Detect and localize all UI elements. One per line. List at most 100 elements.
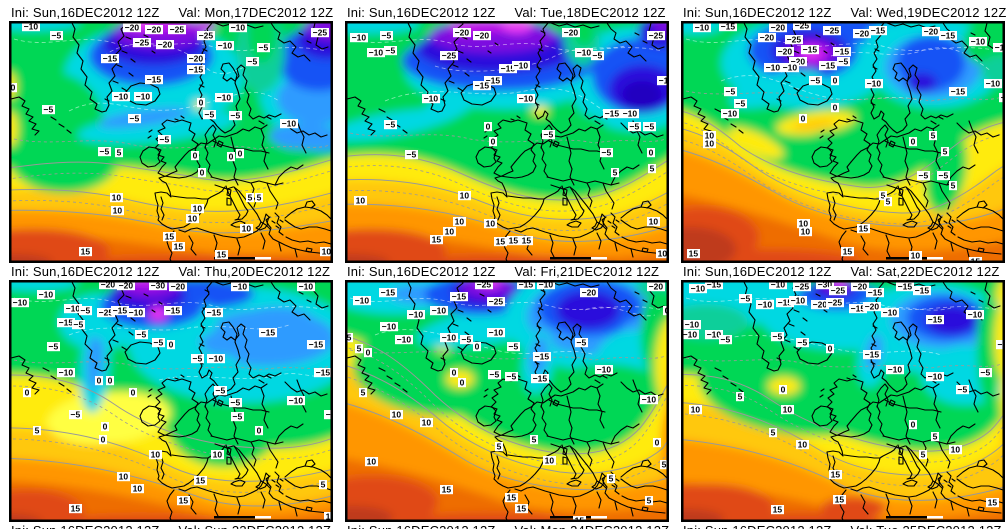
svg-text:−10: −10: [136, 92, 151, 102]
svg-text:−10: −10: [397, 335, 412, 345]
svg-text:−10: −10: [577, 48, 592, 58]
svg-text:0: 0: [169, 340, 174, 350]
svg-text:−15: −15: [928, 315, 943, 325]
svg-text:−20: −20: [125, 23, 140, 33]
svg-text:−15: −15: [381, 288, 396, 298]
svg-text:−10: −10: [233, 282, 248, 292]
svg-text:−10: −10: [968, 310, 983, 320]
svg-text:15: 15: [179, 496, 189, 506]
svg-text:−5: −5: [741, 294, 751, 304]
svg-text:10: 10: [113, 206, 123, 216]
svg-text:−20: −20: [853, 282, 868, 292]
svg-text:−25: −25: [825, 26, 840, 36]
svg-text:10: 10: [460, 191, 470, 201]
svg-text:15: 15: [432, 235, 442, 245]
svg-text:15: 15: [174, 242, 184, 252]
svg-text:0: 0: [655, 438, 660, 448]
svg-text:15: 15: [217, 250, 227, 260]
svg-text:−5: −5: [100, 147, 110, 157]
svg-text:−10: −10: [539, 280, 554, 290]
svg-text:0: 0: [833, 76, 838, 86]
svg-text:−20: −20: [475, 31, 490, 41]
svg-text:−5: −5: [407, 150, 417, 160]
svg-text:−10: −10: [299, 282, 314, 292]
svg-text:−15: −15: [103, 54, 118, 64]
svg-text:−15: −15: [501, 64, 516, 74]
svg-text:5: 5: [738, 392, 743, 402]
svg-text:−10: −10: [432, 306, 447, 316]
svg-text:−15: −15: [915, 286, 930, 296]
svg-text:−10: −10: [39, 290, 54, 300]
svg-text:−5: −5: [49, 342, 59, 352]
svg-text:10: 10: [422, 418, 432, 428]
svg-text:15: 15: [196, 476, 206, 486]
svg-text:−10: −10: [642, 395, 657, 405]
svg-text:−10: −10: [24, 22, 39, 32]
svg-text:−25: −25: [170, 25, 185, 35]
svg-text:5: 5: [532, 435, 537, 445]
svg-text:−10: −10: [758, 300, 773, 310]
svg-text:−20: −20: [760, 33, 775, 43]
svg-text:5: 5: [248, 193, 253, 203]
svg-text:−15: −15: [535, 352, 550, 362]
svg-text:10: 10: [911, 251, 921, 261]
svg-text:−10: −10: [382, 322, 397, 332]
svg-text:5: 5: [881, 191, 886, 201]
svg-text:−5: −5: [490, 370, 500, 380]
svg-text:−5: −5: [630, 122, 640, 132]
svg-text:10: 10: [486, 219, 496, 229]
svg-text:−5: −5: [74, 320, 84, 330]
svg-text:−5: −5: [544, 130, 554, 140]
svg-text:−15: −15: [951, 87, 966, 97]
svg-text:0: 0: [238, 149, 243, 159]
svg-text:−25: −25: [649, 31, 664, 41]
svg-text:10: 10: [119, 472, 129, 482]
svg-text:−5: −5: [386, 46, 396, 56]
svg-text:−10: −10: [971, 37, 986, 47]
svg-text:−10: −10: [986, 79, 1001, 89]
svg-text:10: 10: [326, 512, 333, 522]
svg-text:−25: −25: [477, 280, 492, 290]
svg-text:−10: −10: [218, 41, 233, 51]
svg-text:−10: −10: [59, 368, 74, 378]
svg-text:−10: −10: [867, 79, 882, 89]
svg-text:−5: −5: [958, 385, 968, 395]
svg-text:−15: −15: [166, 306, 181, 316]
svg-text:5: 5: [361, 388, 366, 398]
svg-text:−5: −5: [577, 338, 587, 348]
svg-text:−5: −5: [981, 368, 991, 378]
svg-text:−20: −20: [778, 47, 793, 57]
svg-text:10: 10: [242, 224, 252, 234]
svg-text:−10: −10: [707, 330, 722, 340]
svg-text:5: 5: [886, 197, 891, 207]
svg-text:−10: −10: [282, 119, 297, 129]
svg-text:−5: −5: [839, 57, 849, 67]
svg-text:−20: −20: [865, 302, 880, 312]
svg-text:−15: −15: [533, 374, 548, 384]
svg-text:−10: −10: [355, 296, 370, 306]
svg-text:15: 15: [496, 237, 506, 247]
svg-text:0: 0: [229, 152, 234, 162]
svg-text:−20: −20: [119, 281, 134, 291]
svg-text:−10: −10: [791, 296, 806, 306]
svg-text:−20: −20: [189, 54, 204, 64]
svg-text:−10: −10: [683, 330, 698, 340]
svg-text:0: 0: [108, 376, 113, 386]
svg-text:0: 0: [200, 168, 205, 178]
svg-text:−15: −15: [871, 26, 886, 36]
svg-text:−15: −15: [147, 75, 162, 85]
svg-text:−25: −25: [442, 51, 457, 61]
svg-text:−10: −10: [783, 63, 798, 73]
svg-text:15: 15: [831, 470, 841, 480]
svg-text:−20: −20: [855, 29, 870, 39]
svg-text:−15: −15: [316, 368, 331, 378]
svg-text:−15: −15: [835, 47, 850, 57]
svg-text:10: 10: [151, 450, 161, 460]
svg-text:−5: −5: [382, 31, 392, 41]
svg-text:15: 15: [507, 493, 517, 503]
svg-text:−20: −20: [791, 57, 806, 67]
svg-text:−25: −25: [313, 28, 328, 38]
svg-text:0: 0: [101, 435, 106, 445]
svg-text:−5: −5: [71, 410, 81, 420]
svg-text:−10: −10: [514, 61, 529, 71]
